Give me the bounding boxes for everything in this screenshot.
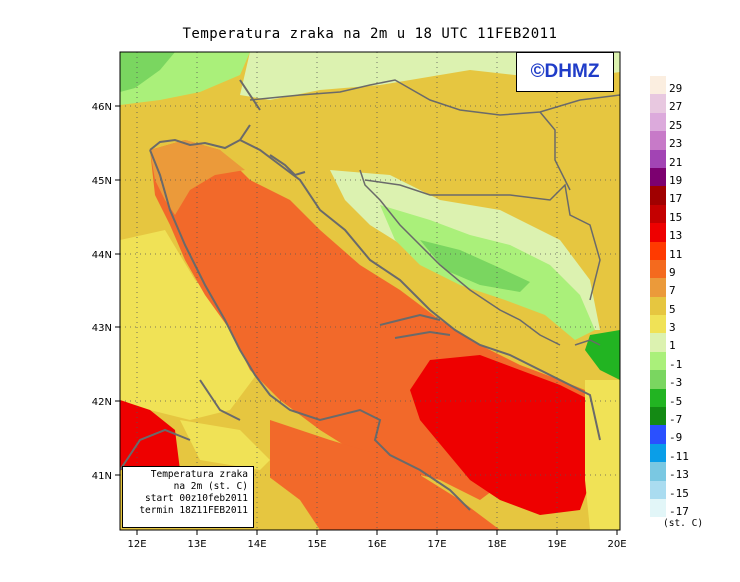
lon-label: 13E — [187, 539, 206, 550]
legend-label: -7 — [669, 413, 683, 427]
lon-label: 20E — [607, 539, 626, 550]
legend-label: -1 — [669, 357, 683, 371]
borders — [249, 79, 620, 346]
info-line: Temperatura zraka — [150, 469, 248, 480]
info-line: na 2m (st. C) — [173, 481, 248, 492]
lon-label: 16E — [367, 539, 386, 550]
graticule — [120, 52, 620, 530]
legend-label: 19 — [669, 173, 683, 187]
map-frame — [119, 51, 621, 531]
coastlines — [120, 79, 601, 511]
legend-label: 25 — [669, 118, 683, 132]
info-box: Temperatura zraka na 2m (st. C) start 00… — [122, 466, 254, 528]
legend-label: 17 — [669, 192, 683, 206]
legend-label: 1 — [669, 339, 676, 353]
legend-label: 5 — [669, 302, 676, 316]
tick-marks — [115, 105, 618, 535]
legend-swatch — [650, 259, 666, 279]
legend-swatch — [650, 462, 666, 481]
legend-label: 23 — [669, 137, 683, 151]
legend-label: 11 — [669, 247, 683, 261]
legend-swatch — [650, 278, 666, 297]
legend-swatch — [650, 112, 666, 132]
legend-swatch — [650, 443, 666, 463]
legend-swatch — [650, 296, 666, 316]
legend-swatch — [650, 167, 666, 187]
info-line: start 00z10feb2011 — [145, 493, 248, 504]
legend-label: 29 — [669, 82, 683, 95]
lat-label: 44N — [92, 250, 112, 261]
legend-swatch — [650, 94, 666, 113]
lon-label: 17E — [427, 539, 446, 550]
lat-label: 46N — [92, 102, 112, 113]
legend-swatch — [650, 149, 666, 168]
sea-hot-east — [410, 355, 595, 515]
land-south-italy-b — [180, 420, 270, 470]
legend-label: -11 — [669, 449, 689, 463]
legend-label: -17 — [669, 504, 689, 518]
legend-label: 9 — [669, 265, 676, 279]
legend-swatch — [650, 498, 666, 518]
legend-label: -5 — [669, 394, 683, 408]
legend-swatch — [650, 223, 666, 242]
legend-label: -15 — [669, 486, 689, 500]
legend-swatch — [650, 131, 666, 150]
map-title: Temperatura zraka na 2m u 18 UTC 11FEB20… — [182, 26, 558, 42]
land-albania — [585, 380, 620, 530]
legend-label: 21 — [669, 155, 683, 169]
dhmz-logo: ©DHMZ — [516, 52, 614, 92]
legend-label: -3 — [669, 376, 683, 390]
sea-warm-edge — [150, 140, 245, 215]
legend-swatch — [650, 204, 666, 224]
legend-label: -9 — [669, 431, 683, 445]
lat-label: 45N — [92, 176, 112, 187]
legend-swatch — [650, 425, 666, 444]
cool-zone-northwest-dark — [120, 52, 175, 92]
legend-swatch — [650, 241, 666, 260]
lon-label: 12E — [127, 539, 146, 550]
legend-label: -13 — [669, 468, 689, 482]
info-line: termin 18Z11FEB2011 — [139, 505, 248, 516]
legend-label: 15 — [669, 210, 683, 224]
lon-label: 14E — [247, 539, 266, 550]
cool-zone-italy-east — [120, 230, 260, 420]
lat-label: 42N — [92, 397, 112, 408]
lat-label: 43N — [92, 323, 112, 334]
legend-label: 3 — [669, 321, 676, 335]
lon-label: 19E — [547, 539, 566, 550]
legend-swatch — [650, 480, 666, 499]
legend-swatch — [650, 186, 666, 205]
legend-swatch — [650, 370, 666, 389]
legend-label: 7 — [669, 284, 676, 298]
cool-zone-bosnia-dark — [420, 240, 530, 292]
legend-swatch — [650, 407, 666, 426]
lon-label: 15E — [307, 539, 326, 550]
legend-swatch — [650, 76, 666, 95]
legend-label: 27 — [669, 100, 683, 114]
legend-label: 13 — [669, 229, 683, 243]
legend-unit: (st. C) — [663, 518, 704, 529]
lon-label: 18E — [487, 539, 506, 550]
legend-swatch — [650, 333, 666, 352]
legend-swatch — [650, 315, 666, 334]
lat-label: 41N — [92, 471, 112, 482]
legend-swatch — [650, 388, 666, 408]
legend-swatch — [650, 351, 666, 371]
